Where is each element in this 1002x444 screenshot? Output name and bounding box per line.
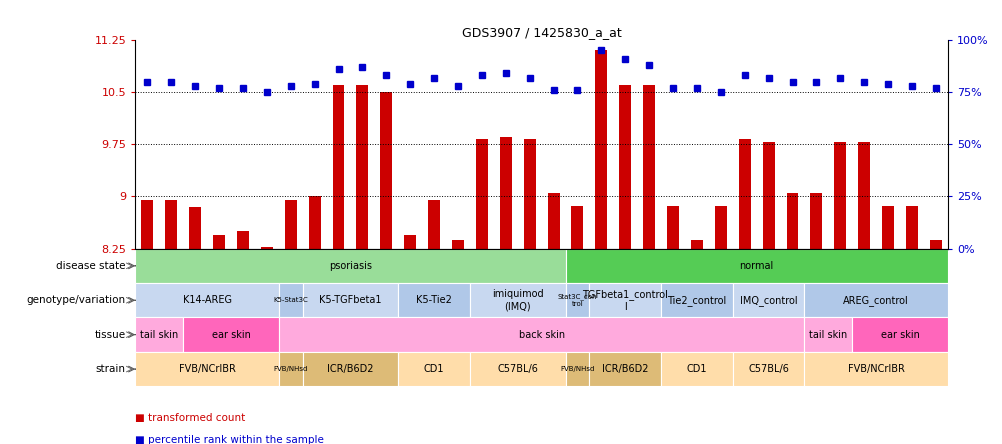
Bar — [660, 283, 732, 317]
Bar — [135, 249, 565, 283]
Bar — [852, 317, 947, 352]
Bar — [738, 139, 749, 249]
Bar — [732, 283, 804, 317]
Text: C57BL/6: C57BL/6 — [497, 364, 538, 374]
Bar — [165, 200, 177, 249]
Bar — [279, 283, 303, 317]
Text: FVB/NHsd: FVB/NHsd — [560, 366, 594, 372]
Bar — [212, 235, 224, 249]
Bar — [183, 317, 279, 352]
Bar — [565, 249, 947, 283]
Bar — [380, 92, 392, 249]
Text: ■ transformed count: ■ transformed count — [135, 413, 245, 423]
Bar — [804, 352, 947, 386]
Bar — [261, 247, 273, 249]
Bar — [666, 206, 678, 249]
Text: psoriasis: psoriasis — [329, 261, 372, 271]
Bar — [589, 283, 660, 317]
Text: IMQ_control: IMQ_control — [739, 295, 797, 306]
Text: FVB/NCrIBR: FVB/NCrIBR — [847, 364, 904, 374]
Bar — [732, 352, 804, 386]
Bar — [810, 193, 822, 249]
Text: normal: normal — [738, 261, 773, 271]
Text: imiquimod
(IMQ): imiquimod (IMQ) — [491, 289, 543, 311]
Bar — [618, 85, 630, 249]
Text: ear skin: ear skin — [880, 329, 919, 340]
Text: CD1: CD1 — [424, 364, 444, 374]
Bar — [303, 352, 398, 386]
Bar — [571, 206, 583, 249]
Text: tail skin: tail skin — [809, 329, 847, 340]
Bar — [905, 206, 917, 249]
Text: ■ percentile rank within the sample: ■ percentile rank within the sample — [135, 435, 324, 444]
Bar — [499, 137, 511, 249]
Text: FVB/NHsd: FVB/NHsd — [274, 366, 308, 372]
Bar — [834, 142, 846, 249]
Text: K5-TGFbeta1: K5-TGFbeta1 — [319, 295, 382, 305]
Text: TGFbeta1_control
l: TGFbeta1_control l — [582, 289, 667, 312]
Bar — [475, 139, 487, 249]
Bar — [565, 283, 589, 317]
Bar — [404, 235, 416, 249]
Bar — [356, 85, 368, 249]
Bar — [547, 193, 559, 249]
Bar — [929, 240, 941, 249]
Text: ICR/B6D2: ICR/B6D2 — [601, 364, 648, 374]
Text: K5-Stat3C: K5-Stat3C — [274, 297, 308, 303]
Text: tail skin: tail skin — [140, 329, 178, 340]
Bar — [135, 352, 279, 386]
Bar — [714, 206, 726, 249]
Bar — [135, 317, 183, 352]
Bar — [141, 200, 153, 249]
Title: GDS3907 / 1425830_a_at: GDS3907 / 1425830_a_at — [461, 26, 621, 39]
Bar — [398, 352, 470, 386]
Text: Stat3C_con
trol: Stat3C_con trol — [557, 293, 596, 307]
Bar — [565, 352, 589, 386]
Bar — [333, 85, 344, 249]
Text: K14-AREG: K14-AREG — [182, 295, 231, 305]
Text: ear skin: ear skin — [211, 329, 250, 340]
Text: genotype/variation: genotype/variation — [26, 295, 125, 305]
Text: AREG_control: AREG_control — [843, 295, 908, 306]
Bar — [660, 352, 732, 386]
Bar — [858, 142, 870, 249]
Bar — [279, 317, 804, 352]
Bar — [236, 231, 248, 249]
Text: Tie2_control: Tie2_control — [666, 295, 725, 306]
Bar — [279, 352, 303, 386]
Text: ICR/B6D2: ICR/B6D2 — [327, 364, 374, 374]
Bar — [470, 283, 565, 317]
Text: strain: strain — [95, 364, 125, 374]
Bar — [786, 193, 798, 249]
Bar — [589, 352, 660, 386]
Bar — [398, 283, 470, 317]
Text: C57BL/6: C57BL/6 — [747, 364, 789, 374]
Bar — [428, 200, 440, 249]
Text: FVB/NCrIBR: FVB/NCrIBR — [178, 364, 235, 374]
Bar — [309, 196, 321, 249]
Bar — [804, 317, 852, 352]
Text: K5-Tie2: K5-Tie2 — [416, 295, 452, 305]
Bar — [804, 283, 947, 317]
Bar — [595, 51, 607, 249]
Text: back skin: back skin — [518, 329, 564, 340]
Bar — [690, 240, 702, 249]
Bar — [642, 85, 654, 249]
Bar — [470, 352, 565, 386]
Bar — [762, 142, 774, 249]
Bar — [303, 283, 398, 317]
Bar — [881, 206, 893, 249]
Text: tissue: tissue — [94, 329, 125, 340]
Text: disease state: disease state — [56, 261, 125, 271]
Bar — [523, 139, 535, 249]
Bar — [135, 283, 279, 317]
Bar — [189, 207, 201, 249]
Bar — [452, 240, 464, 249]
Text: CD1: CD1 — [686, 364, 706, 374]
Bar — [285, 200, 297, 249]
